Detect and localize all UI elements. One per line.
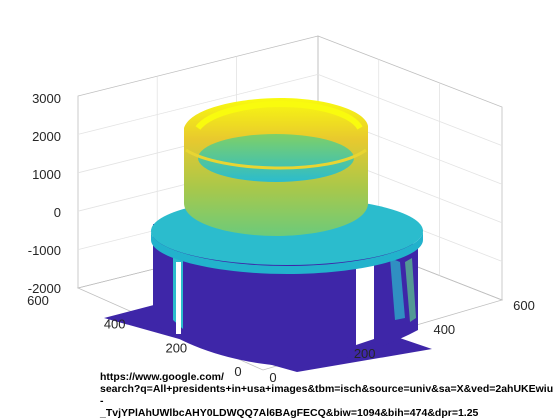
x-tick-label: 600 [513, 298, 535, 313]
z-tick-label: -1000 [28, 243, 61, 258]
annotation-line-1: https://www.google.com/ [100, 371, 224, 383]
y-tick-label: 400 [104, 317, 126, 332]
annotation-line-2: search?q=All+presidents+in+usa+images&tb… [100, 383, 554, 407]
y-tick-label: 0 [234, 364, 241, 379]
z-tick-label: 2000 [32, 129, 61, 144]
ring-surface [184, 98, 368, 236]
annotation-line-3: _TvjYPlAhUWlbcAHY0LDWQQ7Al6BAgFECQ&biw=1… [100, 407, 479, 419]
z-tick-labels: 3000 2000 1000 0 -1000 -2000 [28, 91, 61, 296]
z-tick-label: -2000 [28, 281, 61, 296]
grid-line [77, 74, 319, 135]
z-tick-label: 3000 [32, 91, 61, 106]
y-tick-label: 600 [27, 293, 49, 308]
z-tick-label: 1000 [32, 167, 61, 182]
z-tick-label: 0 [54, 205, 61, 220]
x-tick-label: 200 [354, 346, 376, 361]
y-tick-labels: 600 400 200 0 [27, 293, 241, 379]
source-annotation: https://www.google.com/ search?q=All+pre… [100, 371, 555, 419]
x-tick-labels: 0 200 400 600 [269, 298, 534, 385]
x-tick-label: 0 [269, 370, 276, 385]
grid-line [317, 74, 503, 146]
y-tick-label: 200 [165, 340, 187, 355]
x-tick-label: 400 [433, 322, 455, 337]
